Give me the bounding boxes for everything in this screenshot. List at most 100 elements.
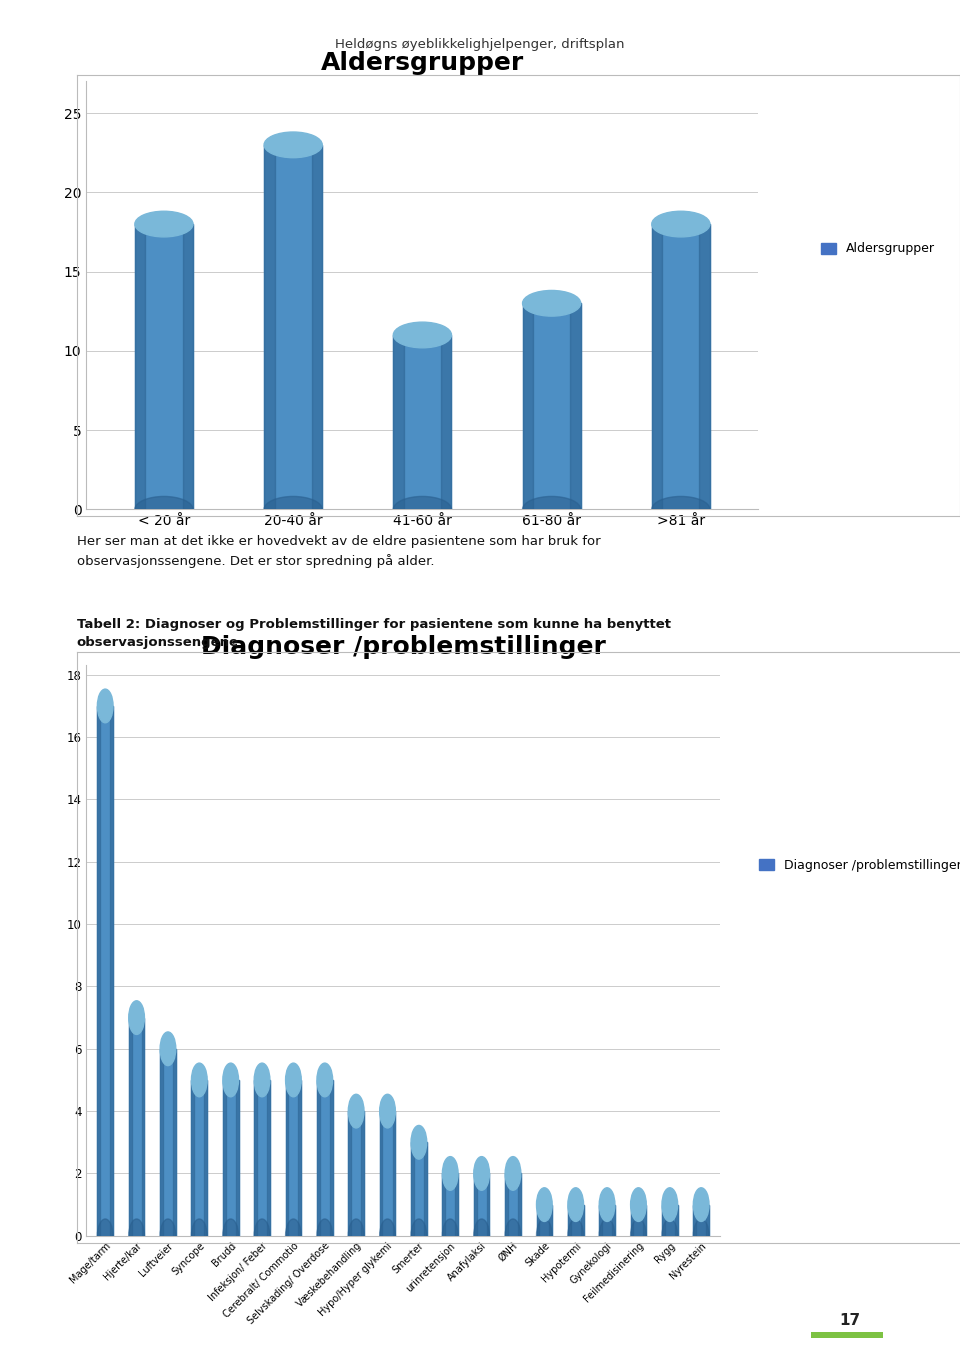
- Ellipse shape: [129, 1001, 144, 1035]
- Title: Aldersgrupper: Aldersgrupper: [321, 52, 524, 75]
- Bar: [549, 1205, 552, 1236]
- Ellipse shape: [317, 1219, 332, 1252]
- Bar: [693, 1205, 696, 1236]
- Ellipse shape: [264, 497, 323, 521]
- Bar: [348, 1111, 364, 1236]
- Ellipse shape: [631, 1188, 646, 1221]
- Ellipse shape: [134, 212, 193, 236]
- Bar: [394, 335, 404, 509]
- Bar: [393, 1111, 396, 1236]
- Bar: [191, 1080, 207, 1236]
- Ellipse shape: [264, 132, 323, 158]
- Bar: [631, 1205, 646, 1236]
- Ellipse shape: [191, 1219, 207, 1252]
- Bar: [160, 1048, 176, 1236]
- Bar: [570, 303, 581, 509]
- Bar: [631, 1205, 634, 1236]
- Ellipse shape: [662, 1188, 678, 1221]
- Bar: [599, 1205, 615, 1236]
- Ellipse shape: [394, 322, 451, 348]
- Ellipse shape: [97, 1219, 113, 1252]
- Bar: [191, 1080, 194, 1236]
- Bar: [267, 1080, 270, 1236]
- Legend: Aldersgrupper: Aldersgrupper: [816, 238, 940, 261]
- Bar: [379, 1111, 396, 1236]
- Ellipse shape: [443, 1219, 458, 1252]
- Bar: [474, 1173, 490, 1236]
- Bar: [317, 1080, 332, 1236]
- Bar: [537, 1205, 540, 1236]
- Bar: [317, 1080, 320, 1236]
- Ellipse shape: [97, 689, 113, 722]
- Bar: [134, 224, 193, 509]
- Text: Tabell 2: Diagnoser og Problemstillinger for pasientene som kunne ha benyttet
ob: Tabell 2: Diagnoser og Problemstillinger…: [77, 618, 671, 649]
- Bar: [424, 1142, 427, 1236]
- Bar: [652, 224, 710, 509]
- Ellipse shape: [348, 1095, 364, 1128]
- Ellipse shape: [411, 1126, 427, 1160]
- Ellipse shape: [568, 1188, 584, 1221]
- Ellipse shape: [443, 1157, 458, 1190]
- Bar: [160, 1048, 163, 1236]
- Bar: [441, 335, 451, 509]
- Bar: [537, 1205, 552, 1236]
- Bar: [581, 1205, 584, 1236]
- Bar: [129, 1017, 144, 1236]
- Bar: [361, 1111, 364, 1236]
- Ellipse shape: [522, 291, 581, 316]
- Ellipse shape: [599, 1188, 615, 1221]
- Ellipse shape: [537, 1219, 552, 1252]
- Bar: [675, 1205, 678, 1236]
- Bar: [285, 1080, 288, 1236]
- Legend: Diagnoser /problemstillinger: Diagnoser /problemstillinger: [755, 854, 960, 876]
- Bar: [312, 145, 323, 509]
- Bar: [518, 1173, 521, 1236]
- Ellipse shape: [505, 1157, 521, 1190]
- Bar: [142, 1017, 144, 1236]
- Ellipse shape: [254, 1063, 270, 1097]
- Ellipse shape: [379, 1219, 396, 1252]
- Ellipse shape: [474, 1157, 490, 1190]
- Bar: [264, 145, 323, 509]
- Ellipse shape: [223, 1219, 238, 1252]
- Bar: [568, 1205, 570, 1236]
- Text: 17: 17: [839, 1313, 860, 1328]
- Bar: [254, 1080, 257, 1236]
- Ellipse shape: [129, 1219, 144, 1252]
- Bar: [223, 1080, 226, 1236]
- Bar: [411, 1142, 414, 1236]
- Bar: [411, 1142, 427, 1236]
- Bar: [505, 1173, 521, 1236]
- Bar: [379, 1111, 382, 1236]
- Bar: [330, 1080, 332, 1236]
- Ellipse shape: [160, 1032, 176, 1066]
- Ellipse shape: [317, 1063, 332, 1097]
- Bar: [97, 706, 113, 1236]
- Bar: [204, 1080, 207, 1236]
- Bar: [522, 303, 581, 509]
- Bar: [474, 1173, 476, 1236]
- Text: Heldøgns øyeblikkelighjelpenger, driftsplan: Heldøgns øyeblikkelighjelpenger, driftsp…: [335, 38, 625, 52]
- Ellipse shape: [474, 1219, 490, 1252]
- Ellipse shape: [285, 1219, 301, 1252]
- Ellipse shape: [134, 497, 193, 521]
- Ellipse shape: [505, 1219, 521, 1252]
- Bar: [522, 303, 533, 509]
- Bar: [643, 1205, 646, 1236]
- Bar: [134, 224, 145, 509]
- Bar: [505, 1173, 508, 1236]
- Bar: [285, 1080, 301, 1236]
- Ellipse shape: [693, 1219, 709, 1252]
- Bar: [129, 1017, 132, 1236]
- Ellipse shape: [379, 1095, 396, 1128]
- Ellipse shape: [662, 1219, 678, 1252]
- Bar: [254, 1080, 270, 1236]
- Bar: [693, 1205, 709, 1236]
- Bar: [662, 1205, 678, 1236]
- Bar: [110, 706, 113, 1236]
- Bar: [707, 1205, 709, 1236]
- Bar: [182, 224, 193, 509]
- Ellipse shape: [394, 497, 451, 521]
- Bar: [700, 224, 710, 509]
- Bar: [443, 1173, 445, 1236]
